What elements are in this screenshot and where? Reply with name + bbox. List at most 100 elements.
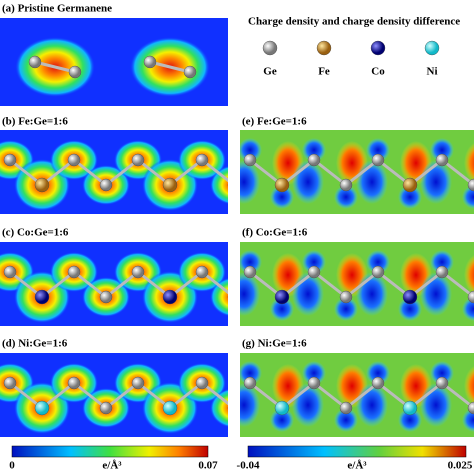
lobe — [464, 254, 474, 296]
lobe — [430, 138, 454, 162]
legend-label: Ni — [427, 66, 438, 78]
atom — [68, 65, 82, 79]
atom — [307, 153, 321, 167]
colorbar-unit: e/Å³ — [102, 460, 122, 472]
legend-label: Ge — [263, 66, 277, 78]
legend-label: Fe — [318, 66, 330, 78]
atom — [435, 265, 449, 279]
bond — [313, 381, 347, 410]
lobe — [398, 185, 422, 209]
atom — [227, 183, 228, 187]
lobe — [334, 297, 358, 321]
atom — [3, 265, 17, 279]
atom — [99, 401, 113, 415]
atom — [467, 178, 474, 192]
bond — [73, 158, 107, 187]
panel — [240, 130, 474, 214]
atom — [339, 290, 353, 304]
panel — [240, 242, 474, 326]
lobe — [270, 297, 294, 321]
lobe — [366, 250, 390, 274]
bond — [441, 270, 474, 299]
atom — [34, 400, 50, 416]
lobe — [292, 160, 324, 204]
lobe — [302, 361, 326, 385]
lobe — [240, 160, 260, 204]
lobe — [334, 185, 358, 209]
atom — [3, 153, 17, 167]
bond — [313, 158, 347, 187]
atom — [34, 177, 50, 193]
panel-label: (g) Ni:Ge=1:6 — [242, 338, 307, 350]
atom — [435, 153, 449, 167]
bond — [105, 158, 139, 187]
atom — [243, 265, 257, 279]
atom — [316, 40, 332, 56]
lobe — [398, 408, 422, 432]
atom — [274, 289, 290, 305]
lobe — [240, 383, 260, 427]
colorbar-min: 0 — [9, 460, 15, 472]
lobe — [270, 408, 294, 432]
lobe — [420, 272, 452, 316]
lobe — [292, 383, 324, 427]
atom — [371, 376, 385, 390]
lobe — [464, 365, 474, 407]
atom — [183, 65, 197, 79]
atom — [28, 55, 42, 69]
bond — [34, 60, 76, 74]
legend-label: Co — [371, 66, 385, 78]
bond — [441, 381, 474, 410]
atom — [195, 265, 209, 279]
atom — [402, 177, 418, 193]
bond — [105, 270, 139, 299]
colorbar-unit: e/Å³ — [347, 460, 367, 472]
atom — [467, 290, 474, 304]
atom — [162, 177, 178, 193]
bond — [345, 158, 379, 187]
panel — [0, 130, 228, 214]
atom — [402, 289, 418, 305]
atom — [339, 401, 353, 415]
lobe — [292, 272, 324, 316]
atom — [195, 376, 209, 390]
atom — [262, 40, 278, 56]
atom — [162, 400, 178, 416]
lobe — [366, 361, 390, 385]
colorbar — [247, 445, 467, 458]
lobe — [356, 272, 388, 316]
lobe — [356, 160, 388, 204]
atom — [131, 265, 145, 279]
atom — [227, 406, 228, 410]
atom — [370, 40, 386, 56]
bond — [73, 270, 107, 299]
atom — [307, 376, 321, 390]
colorbar-max: 0.07 — [198, 460, 218, 472]
panel — [0, 18, 228, 106]
panel-label: (b) Fe:Ge=1:6 — [2, 116, 68, 128]
bond — [73, 381, 107, 410]
bond — [105, 381, 139, 410]
bond — [201, 158, 228, 183]
lobe — [334, 408, 358, 432]
atom — [435, 376, 449, 390]
lobe — [302, 138, 326, 162]
atom — [274, 400, 290, 416]
bond — [149, 60, 191, 74]
atom — [243, 153, 257, 167]
lobe — [430, 250, 454, 274]
atom — [3, 376, 17, 390]
bond — [201, 270, 228, 295]
atom — [99, 290, 113, 304]
colorbar — [11, 445, 209, 458]
lobe — [398, 297, 422, 321]
atom — [195, 153, 209, 167]
panel — [0, 353, 228, 437]
colorbar-max: 0.025 — [448, 460, 473, 472]
bond — [345, 270, 379, 299]
atom — [99, 178, 113, 192]
panel-label: (d) Ni:Ge=1:6 — [2, 338, 68, 350]
atom — [243, 376, 257, 390]
lobe — [270, 185, 294, 209]
